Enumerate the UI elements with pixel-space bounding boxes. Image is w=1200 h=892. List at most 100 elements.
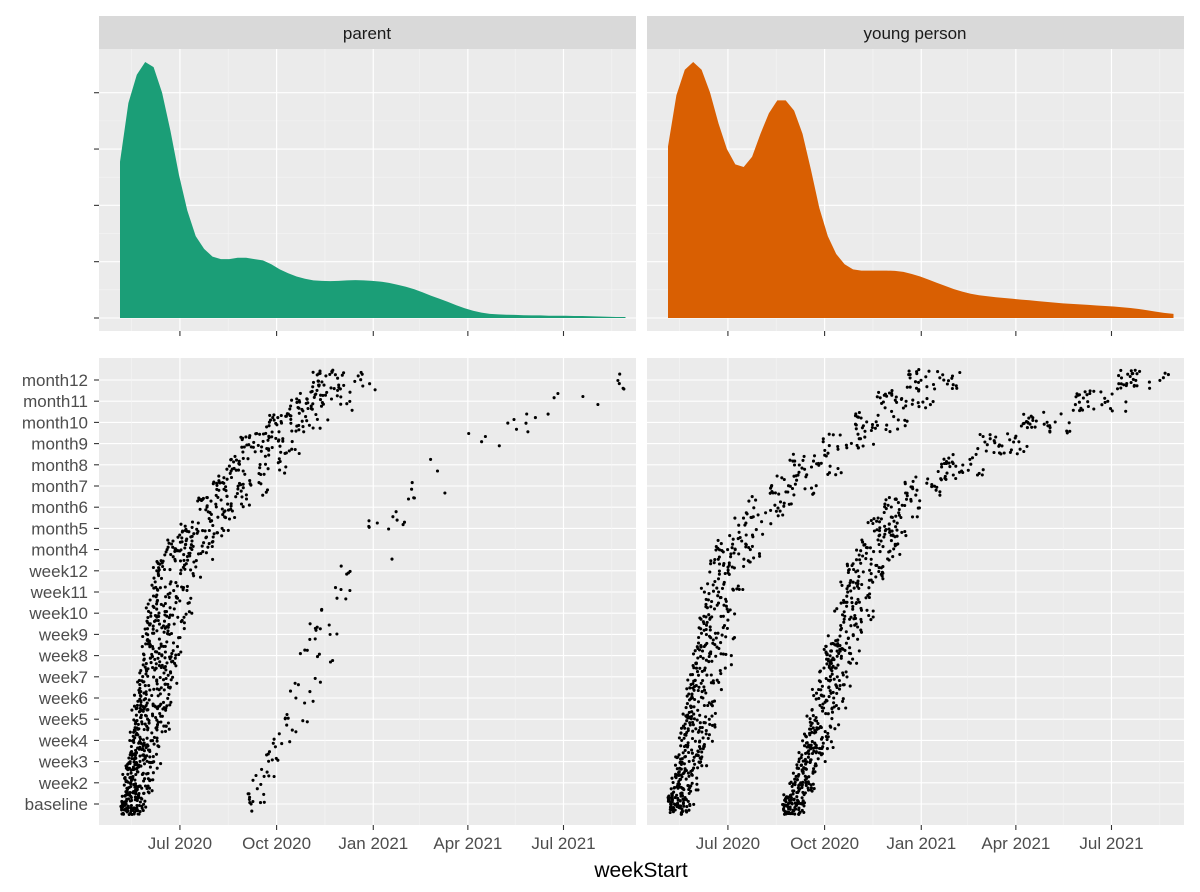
scatter-point [791, 789, 795, 793]
scatter-point [703, 666, 707, 670]
scatter-point [360, 372, 364, 376]
scatter-point [825, 737, 829, 742]
scatter-point [704, 597, 708, 601]
scatter-point [277, 732, 281, 736]
scatter-point [983, 440, 987, 444]
scatter-point [237, 462, 242, 466]
scatter-point [849, 624, 853, 628]
scatter-point [146, 777, 150, 781]
scatter-point [171, 555, 175, 559]
scatter-point [726, 565, 730, 569]
scatter-point [172, 607, 176, 611]
scatter-point [270, 430, 274, 434]
scatter-point [719, 542, 723, 546]
scatter-point [848, 617, 852, 621]
scatter-point [812, 731, 816, 735]
scatter-point [689, 705, 693, 710]
scatter-point [141, 663, 145, 667]
scatter-point [916, 401, 920, 405]
scatter-point [126, 772, 130, 776]
scatter-point [150, 655, 155, 659]
scatter-point [839, 601, 843, 605]
scatter-point [135, 703, 139, 707]
scatter-point [893, 544, 897, 548]
scatter-point [1018, 447, 1022, 451]
scatter-point [687, 710, 691, 714]
scatter-point [852, 586, 856, 590]
scatter-point [138, 715, 143, 720]
scatter-point [131, 791, 135, 795]
scatter-point [146, 771, 150, 775]
scatter-point [682, 804, 686, 808]
scatter-point [210, 540, 214, 544]
scatter-point [859, 549, 863, 553]
scatter-point [682, 762, 686, 766]
scatter-point [864, 551, 868, 555]
scatter-point [130, 776, 135, 780]
scatter-point [297, 451, 301, 456]
scatter-point [883, 532, 887, 536]
scatter-point [327, 623, 331, 627]
scatter-point [335, 394, 339, 398]
scatter-point [707, 717, 711, 721]
scatter-point [847, 568, 851, 572]
scatter-point [179, 650, 183, 654]
scatter-point [878, 396, 882, 400]
scatter-point [152, 586, 156, 590]
scatter-point [833, 609, 837, 613]
scatter-point [164, 550, 168, 554]
scatter-point [140, 722, 144, 726]
scatter-point [826, 712, 830, 716]
scatter-point [134, 707, 138, 711]
scatter-point [877, 520, 882, 524]
scatter-point [800, 768, 804, 772]
scatter-point [123, 794, 127, 798]
scatter-point [217, 481, 221, 485]
scatter-point [262, 774, 266, 778]
scatter-point [910, 402, 914, 406]
scatter-point [744, 545, 748, 549]
scatter-point [152, 576, 156, 580]
scatter-point [828, 464, 832, 468]
scatter-point [189, 568, 193, 572]
scatter-point [154, 619, 158, 623]
scatter-point [707, 634, 712, 638]
scatter-point [184, 612, 188, 616]
scatter-point [875, 423, 880, 427]
scatter-point [884, 427, 888, 432]
scatter-point [875, 563, 879, 567]
scatter-point [690, 710, 694, 714]
scatter-point [1122, 383, 1126, 387]
scatter-point [722, 603, 726, 607]
scatter-point [234, 495, 238, 499]
scatter-point [156, 618, 160, 623]
scatter-point [333, 373, 337, 377]
scatter-point [311, 380, 316, 384]
scatter-point [696, 730, 700, 734]
scatter-point [173, 656, 177, 660]
scatter-point [301, 409, 305, 413]
scatter-point [283, 716, 287, 720]
scatter-point [259, 472, 263, 477]
scatter-point [707, 613, 711, 617]
scatter-point [688, 723, 692, 727]
scatter-point [135, 719, 139, 723]
scatter-point [166, 592, 170, 596]
scatter-point [804, 475, 808, 479]
scatter-point [773, 491, 777, 495]
scatter-point [129, 804, 133, 808]
scatter-point [140, 786, 144, 790]
scatter-point [308, 622, 312, 626]
scatter-point [168, 582, 172, 586]
scatter-point [820, 684, 824, 688]
scatter-point [823, 453, 827, 457]
scatter-point [318, 680, 322, 684]
scatter-point [134, 792, 138, 796]
scatter-point [249, 483, 253, 487]
scatter-point [992, 450, 996, 455]
scatter-point [149, 611, 153, 615]
scatter-point [164, 724, 168, 728]
scatter-point [280, 742, 284, 746]
scatter-point [288, 407, 292, 411]
scatter-point [806, 788, 811, 792]
